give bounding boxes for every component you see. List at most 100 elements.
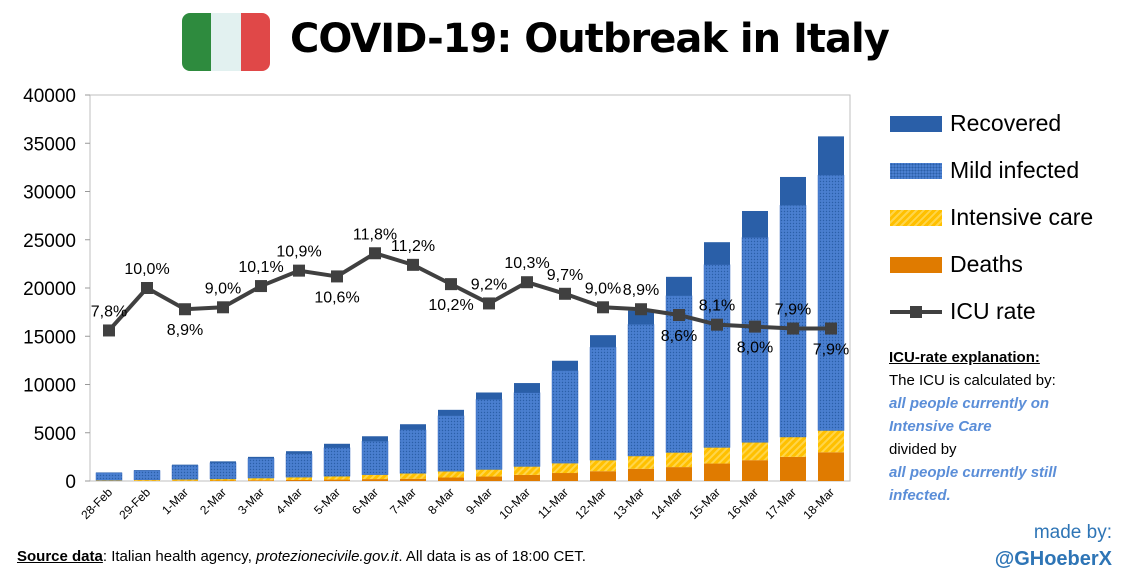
x-tick-label: 29-Feb xyxy=(116,485,153,522)
icu-rate-label: 8,9% xyxy=(167,322,203,339)
legend-label: Deaths xyxy=(950,251,1023,277)
bar-mild-infected xyxy=(703,264,731,448)
icu-rate-marker xyxy=(483,297,495,310)
icu-rate-marker xyxy=(749,320,761,333)
bar-recovered xyxy=(514,383,540,393)
bar-deaths xyxy=(704,463,730,481)
bar-recovered xyxy=(704,242,730,265)
bar-recovered xyxy=(742,210,768,238)
bar-recovered xyxy=(248,456,274,459)
legend-label: Intensive care xyxy=(950,204,1094,230)
x-tick-label: 28-Feb xyxy=(78,485,115,522)
bar-recovered xyxy=(628,310,654,325)
bar-deaths xyxy=(438,477,464,481)
bar-recovered xyxy=(780,176,806,206)
explanation-line: The ICU is calculated by: xyxy=(889,372,1056,389)
icu-rate-label: 8,9% xyxy=(623,282,659,299)
bar-intensive-care xyxy=(172,479,198,481)
bar-mild-infected xyxy=(209,462,237,480)
legend-label: ICU rate xyxy=(950,298,1036,324)
x-tick-label: 8-Mar xyxy=(425,485,457,517)
bar-recovered xyxy=(362,436,388,442)
legend: Recovered Mild infected Intensive care D… xyxy=(890,100,1093,335)
x-tick-label: 2-Mar xyxy=(197,485,229,517)
bar-intensive-care xyxy=(590,460,616,472)
x-tick-label: 13-Mar xyxy=(610,485,647,522)
y-tick-label: 10000 xyxy=(23,376,76,397)
bar-intensive-care xyxy=(628,455,654,469)
icu-rate-label: 8,6% xyxy=(661,328,697,345)
bar-recovered xyxy=(210,461,236,463)
icu-rate-marker xyxy=(673,309,685,322)
bar-deaths xyxy=(210,480,236,481)
source-label: Source data xyxy=(17,548,103,565)
legend-item-mild: Mild infected xyxy=(890,147,1093,194)
icu-rate-marker xyxy=(711,318,723,331)
icu-rate-label: 10,9% xyxy=(276,244,321,261)
legend-item-intensive: Intensive care xyxy=(890,194,1093,241)
bar-mild-infected xyxy=(779,205,807,438)
bar-deaths xyxy=(324,479,350,481)
bar-recovered xyxy=(552,360,578,371)
italy-flag-icon xyxy=(182,13,270,71)
bar-intensive-care xyxy=(476,469,502,477)
icu-rate-marker xyxy=(787,322,799,335)
y-tick-label: 0 xyxy=(65,472,76,493)
icu-rate-label: 9,0% xyxy=(205,280,241,297)
bar-deaths xyxy=(742,460,768,481)
bar-deaths xyxy=(590,471,616,481)
icu-rate-marker xyxy=(521,276,533,289)
x-tick-label: 5-Mar xyxy=(311,485,343,517)
icu-rate-marker xyxy=(559,287,571,300)
bar-mild-infected xyxy=(513,392,541,467)
x-tick-label: 18-Mar xyxy=(800,485,837,522)
bar-intensive-care xyxy=(286,477,312,480)
bar-mild-infected xyxy=(361,441,389,475)
bar-intensive-care xyxy=(514,466,540,475)
icu-rate-marker xyxy=(179,303,191,316)
icu-rate-label: 9,7% xyxy=(547,267,583,284)
icu-rate-label: 10,1% xyxy=(238,259,283,276)
bar-mild-infected xyxy=(551,370,579,464)
bar-deaths xyxy=(818,452,844,481)
icu-rate-marker xyxy=(331,270,343,283)
icu-explanation: ICU-rate explanation: The ICU is calcula… xyxy=(889,346,1089,507)
bar-mild-infected xyxy=(399,429,427,474)
x-tick-label: 11-Mar xyxy=(535,485,571,521)
icu-rate-marker xyxy=(141,282,153,294)
bar-mild-infected xyxy=(95,472,123,481)
credit-label: made by: xyxy=(1033,522,1112,543)
bar-mild-infected xyxy=(817,174,845,431)
legend-label: Recovered xyxy=(950,110,1062,136)
icu-rate-label: 11,2% xyxy=(391,238,435,255)
x-tick-label: 17-Mar xyxy=(762,485,799,522)
bar-deaths xyxy=(362,479,388,481)
x-tick-label: 1-Mar xyxy=(159,485,191,517)
y-tick-label: 30000 xyxy=(23,183,76,204)
x-tick-label: 12-Mar xyxy=(572,485,609,522)
icu-rate-marker xyxy=(293,264,305,277)
y-tick-label: 15000 xyxy=(23,327,76,348)
bar-deaths xyxy=(552,473,578,481)
source-text: . All data is as of 18:00 CET. xyxy=(398,548,586,565)
icu-rate-label: 8,0% xyxy=(737,340,773,357)
legend-item-deaths: Deaths xyxy=(890,241,1093,288)
bar-deaths xyxy=(400,478,426,481)
icu-rate-marker xyxy=(369,247,381,260)
icu-rate-label: 11,8% xyxy=(353,226,397,243)
legend-label: Mild infected xyxy=(950,157,1080,183)
x-tick-label: 4-Mar xyxy=(273,485,305,517)
explanation-numerator: all people currently on Intensive Care xyxy=(889,395,1050,435)
bar-mild-infected xyxy=(627,324,655,457)
bar-intensive-care xyxy=(780,436,806,457)
bar-intensive-care xyxy=(362,474,388,480)
source-footer: Source data: Italian health agency, prot… xyxy=(17,548,586,565)
icu-rate-marker xyxy=(217,301,229,314)
bar-mild-infected xyxy=(323,447,351,477)
bar-intensive-care xyxy=(400,473,426,479)
line-marker-icon xyxy=(890,305,942,318)
icu-rate-marker xyxy=(255,280,267,293)
explanation-line: divided by xyxy=(889,441,957,458)
icu-rate-marker xyxy=(597,301,609,314)
